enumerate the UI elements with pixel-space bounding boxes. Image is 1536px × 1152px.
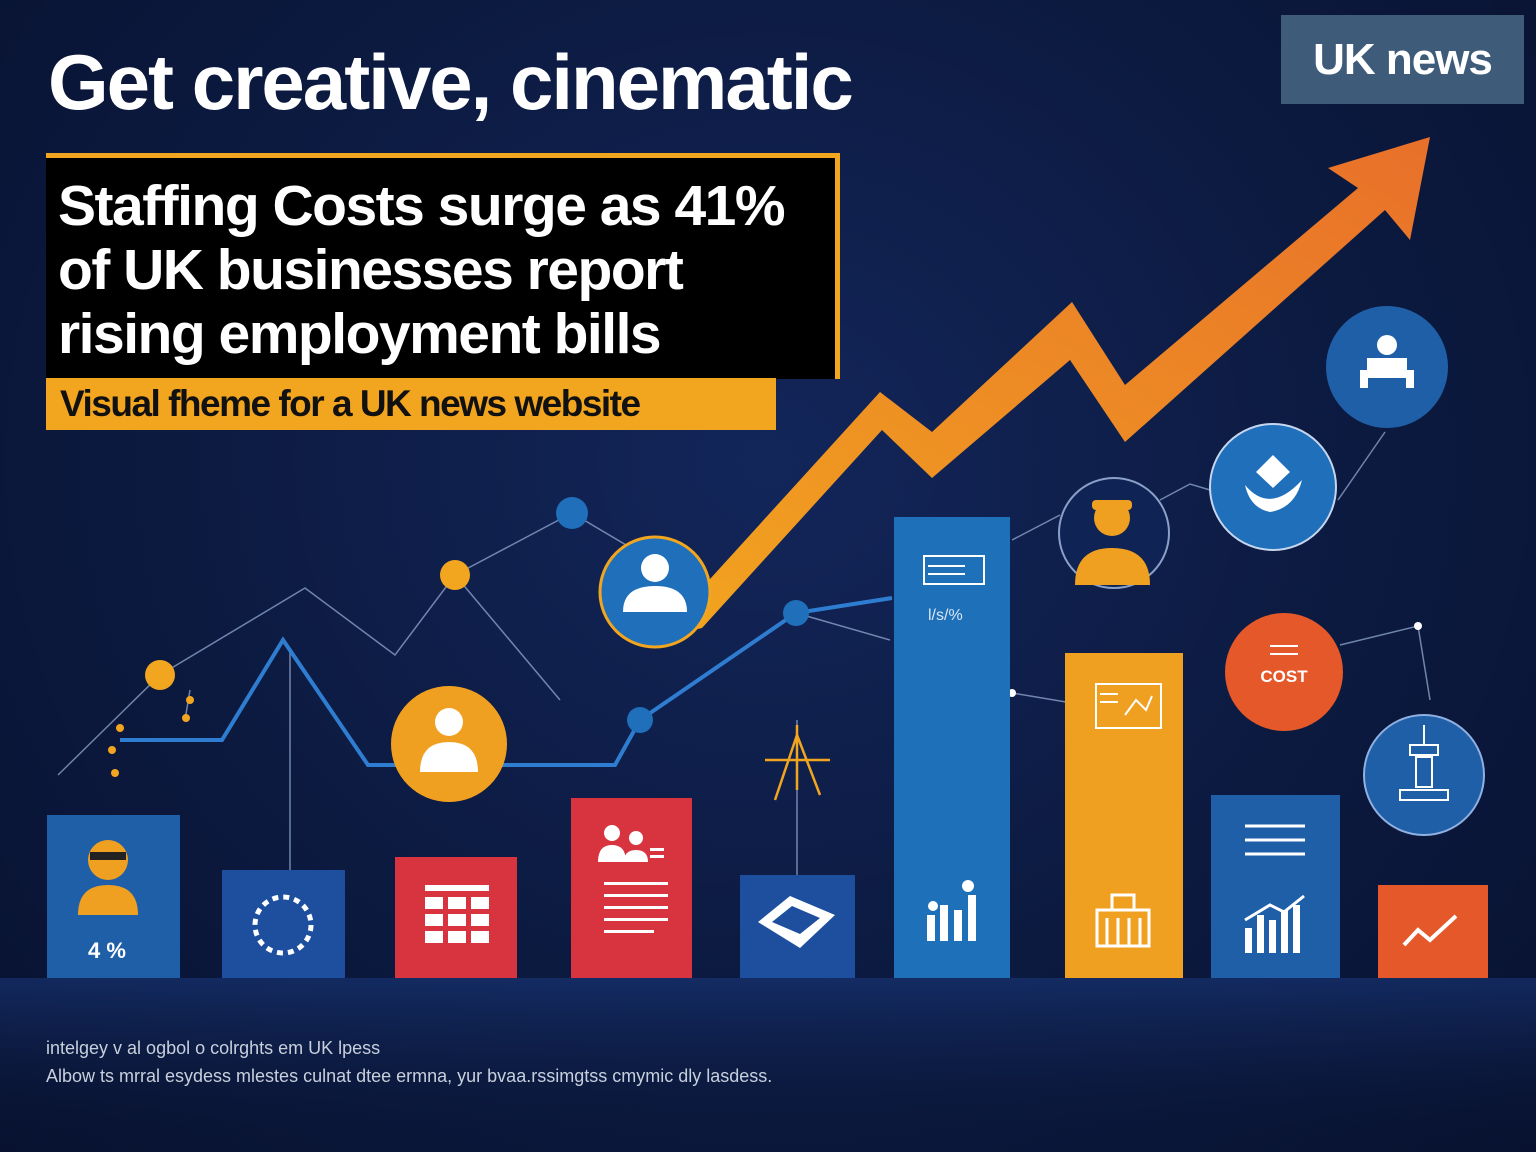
circle-cost: COST	[1225, 613, 1343, 731]
rising-arrow	[650, 137, 1430, 640]
headline: Get creative, cinematic	[48, 38, 854, 126]
document-icon	[598, 825, 668, 933]
circle-person-blue	[598, 535, 712, 649]
subtitle-strip: Visual fheme for a UK news website	[46, 378, 776, 430]
bar-2	[222, 870, 345, 978]
circle-worker-portrait	[1058, 477, 1170, 589]
scale-icon	[765, 725, 830, 801]
bar-4	[571, 798, 692, 978]
growth-chart-icon	[1244, 894, 1305, 953]
bar-6	[894, 517, 1010, 978]
money-icon	[758, 896, 835, 948]
dot-markers	[108, 497, 1422, 777]
bar-6-label: l/s/%	[928, 607, 963, 624]
uk-news-badge[interactable]: UK news	[1281, 15, 1524, 104]
circle-person-top	[1326, 306, 1448, 428]
calendar-grid-icon	[425, 885, 489, 943]
bar-7	[1065, 653, 1183, 978]
bar-1-label: 4 %	[88, 938, 126, 963]
bar-9	[1378, 885, 1488, 978]
chart-doc-icon	[1095, 683, 1162, 729]
worker-icon	[78, 840, 138, 915]
bar-group	[47, 517, 1488, 978]
small-doc-icon	[923, 555, 985, 585]
title-box: Staffing Costs surge as 41% of UK busine…	[46, 153, 840, 379]
bar-chart-icon	[927, 880, 976, 941]
footnote-line-2: Albow ts mrral esydess mlestes culnat dt…	[46, 1066, 773, 1086]
footnote-line-1: intelgey v al ogbol o colrghts em UK lpe…	[46, 1038, 381, 1058]
cost-label: COST	[1260, 667, 1308, 686]
building-icon	[1095, 893, 1151, 948]
list-icon	[1245, 824, 1305, 856]
gear-icon	[252, 894, 314, 956]
circle-worker-orange	[391, 686, 507, 802]
floor-reflection	[0, 978, 1536, 1152]
circle-machine	[1363, 714, 1485, 836]
trend-icon	[1402, 914, 1458, 947]
circle-handshake	[1209, 423, 1337, 551]
main-title: Staffing Costs surge as 41% of UK busine…	[58, 174, 786, 366]
